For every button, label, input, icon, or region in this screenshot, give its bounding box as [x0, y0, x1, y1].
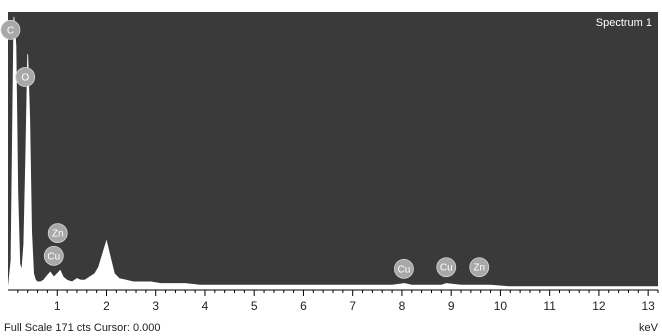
peak-marker: O [15, 67, 36, 87]
plot-background [8, 12, 658, 290]
peak-marker-circle [394, 258, 414, 279]
peak-marker-label: O [21, 73, 29, 84]
peak-marker-label: Cu [47, 251, 60, 262]
peak-marker-circle [43, 245, 64, 266]
x-tick-label: 13 [641, 299, 655, 313]
peak-marker-label: Zn [473, 263, 485, 274]
x-tick-label: 2 [103, 299, 110, 313]
peak-marker: C [0, 19, 21, 40]
x-tick-label: 10 [494, 299, 508, 313]
footer-text: Full Scale 171 cts Cursor: 0.000 [4, 322, 161, 334]
peak-marker-label: Cu [440, 263, 453, 274]
x-tick-label: 6 [300, 299, 307, 313]
x-tick-label: 3 [152, 299, 159, 313]
peak-markers: C O Zn Cu Cu Cu Zn [0, 19, 490, 279]
x-tick-label: 5 [251, 299, 258, 313]
x-tick-label: 12 [592, 299, 606, 313]
x-tick-label: 8 [399, 299, 406, 313]
peak-marker: Cu [43, 245, 64, 266]
peak-marker: Cu [394, 258, 414, 279]
x-tick-label: 9 [448, 299, 455, 313]
x-tick-label: 4 [202, 299, 209, 313]
spectrum-layer [7, 16, 659, 291]
x-tick-label: 7 [349, 299, 356, 313]
peak-marker-label: C [7, 25, 14, 36]
peak-marker: Zn [47, 223, 68, 243]
peak-marker-circle [436, 257, 457, 278]
peak-marker: Zn [469, 257, 490, 278]
peak-marker-circle [15, 67, 36, 87]
x-tick-label: 11 [543, 299, 556, 313]
spectrum-title: Spectrum 1 [596, 17, 652, 29]
peak-marker-circle [469, 257, 490, 278]
peak-marker-label: Cu [398, 264, 411, 275]
peak-marker-circle [0, 19, 21, 40]
peak-marker: Cu [436, 257, 457, 278]
spectrum-trace [7, 16, 659, 291]
x-axis-unit: keV [639, 322, 659, 334]
peak-marker-circle [47, 223, 68, 243]
peak-marker-label: Zn [52, 229, 64, 240]
x-axis-ticks: 1 2 3 4 5 6 7 8 9 10 11 12 13 [17, 290, 659, 313]
x-tick-label: 1 [54, 299, 61, 313]
